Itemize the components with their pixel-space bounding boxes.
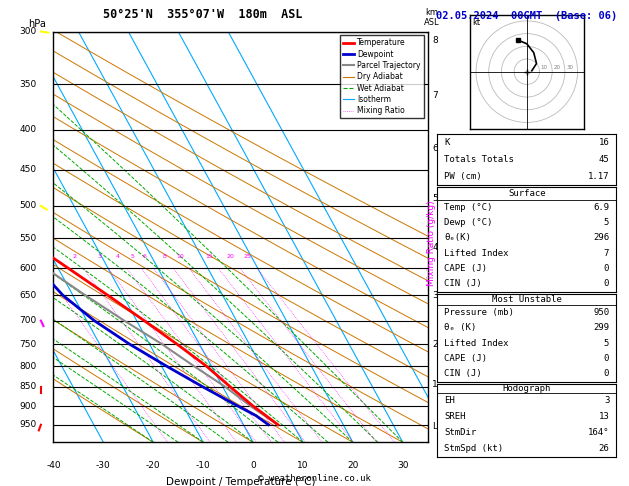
Legend: Temperature, Dewpoint, Parcel Trajectory, Dry Adiabat, Wet Adiabat, Isotherm, Mi: Temperature, Dewpoint, Parcel Trajectory…: [340, 35, 424, 118]
Text: hPa: hPa: [28, 19, 45, 30]
Text: CAPE (J): CAPE (J): [444, 264, 487, 273]
Text: -10: -10: [196, 461, 211, 470]
Text: 7: 7: [432, 91, 438, 100]
Text: 300: 300: [19, 27, 36, 36]
Text: 10: 10: [176, 254, 184, 259]
Text: 25: 25: [244, 254, 252, 259]
Text: 20: 20: [347, 461, 359, 470]
Text: Totals Totals: Totals Totals: [444, 155, 514, 164]
Text: CAPE (J): CAPE (J): [444, 354, 487, 363]
Text: θₑ (K): θₑ (K): [444, 323, 477, 332]
Text: StmSpd (kt): StmSpd (kt): [444, 444, 503, 453]
Text: km
ASL: km ASL: [425, 8, 440, 28]
Text: SREH: SREH: [444, 412, 466, 421]
Text: 3: 3: [97, 254, 102, 259]
Text: 3: 3: [432, 291, 438, 300]
Text: Dewp (°C): Dewp (°C): [444, 218, 493, 227]
Text: 30: 30: [566, 66, 573, 70]
Text: 450: 450: [19, 165, 36, 174]
Text: -30: -30: [96, 461, 111, 470]
Text: 0: 0: [604, 369, 610, 378]
Text: 8: 8: [162, 254, 166, 259]
Text: 15: 15: [206, 254, 213, 259]
Text: kt: kt: [472, 18, 480, 27]
Text: 6: 6: [143, 254, 147, 259]
Text: Lifted Index: Lifted Index: [444, 339, 509, 347]
Text: 5: 5: [604, 218, 610, 227]
Text: 500: 500: [19, 201, 36, 210]
Text: EH: EH: [444, 396, 455, 405]
Text: 1.17: 1.17: [587, 172, 610, 181]
Text: 20: 20: [227, 254, 235, 259]
Text: 2: 2: [432, 340, 438, 348]
Text: Surface: Surface: [508, 189, 545, 198]
Text: 0: 0: [604, 279, 610, 288]
Text: 296: 296: [593, 233, 610, 243]
Text: 2: 2: [73, 254, 77, 259]
Text: -40: -40: [46, 461, 61, 470]
Text: 400: 400: [19, 125, 36, 134]
Text: 20: 20: [554, 66, 560, 70]
Text: 8: 8: [432, 36, 438, 45]
Text: Temp (°C): Temp (°C): [444, 203, 493, 212]
Text: 30: 30: [397, 461, 408, 470]
Text: 299: 299: [593, 323, 610, 332]
Text: 0: 0: [604, 354, 610, 363]
Text: Most Unstable: Most Unstable: [492, 295, 562, 304]
Text: -20: -20: [146, 461, 160, 470]
Text: PW (cm): PW (cm): [444, 172, 482, 181]
Text: 6.9: 6.9: [593, 203, 610, 212]
Text: Mixing Ratio (g/kg): Mixing Ratio (g/kg): [427, 200, 436, 286]
Text: 1: 1: [432, 381, 438, 389]
Text: K: K: [444, 138, 450, 147]
Text: 5: 5: [604, 339, 610, 347]
Text: 350: 350: [19, 80, 36, 88]
Text: 13: 13: [599, 412, 610, 421]
Text: 650: 650: [19, 291, 36, 300]
Text: 02.05.2024  00GMT  (Base: 06): 02.05.2024 00GMT (Base: 06): [436, 11, 617, 21]
Text: CIN (J): CIN (J): [444, 279, 482, 288]
Text: CIN (J): CIN (J): [444, 369, 482, 378]
Text: 800: 800: [19, 362, 36, 371]
Text: 5: 5: [432, 194, 438, 204]
Text: 4: 4: [116, 254, 120, 259]
Text: 4: 4: [432, 243, 438, 252]
Text: 750: 750: [19, 340, 36, 348]
Text: 164°: 164°: [587, 428, 610, 437]
Text: 10: 10: [298, 461, 309, 470]
Text: 900: 900: [19, 402, 36, 411]
Text: 10: 10: [541, 66, 548, 70]
Text: θₑ(K): θₑ(K): [444, 233, 471, 243]
Text: Dewpoint / Temperature (°C): Dewpoint / Temperature (°C): [166, 477, 315, 486]
Text: 0: 0: [250, 461, 256, 470]
Text: 950: 950: [593, 308, 610, 317]
Text: StmDir: StmDir: [444, 428, 477, 437]
Text: 950: 950: [19, 420, 36, 429]
Text: 550: 550: [19, 234, 36, 243]
Text: 7: 7: [604, 249, 610, 258]
Text: © weatheronline.co.uk: © weatheronline.co.uk: [258, 474, 371, 483]
Text: 45: 45: [599, 155, 610, 164]
Text: 700: 700: [19, 316, 36, 325]
Text: 0: 0: [604, 264, 610, 273]
Text: 850: 850: [19, 382, 36, 391]
Text: 600: 600: [19, 263, 36, 273]
Text: Pressure (mb): Pressure (mb): [444, 308, 514, 317]
Text: 26: 26: [599, 444, 610, 453]
Text: 5: 5: [131, 254, 135, 259]
Text: 50°25'N  355°07'W  180m  ASL: 50°25'N 355°07'W 180m ASL: [103, 8, 303, 21]
Text: 16: 16: [599, 138, 610, 147]
Text: 6: 6: [432, 144, 438, 153]
Text: Lifted Index: Lifted Index: [444, 249, 509, 258]
Text: 3: 3: [604, 396, 610, 405]
Text: LCL: LCL: [432, 422, 448, 431]
Text: Hodograph: Hodograph: [503, 384, 551, 393]
